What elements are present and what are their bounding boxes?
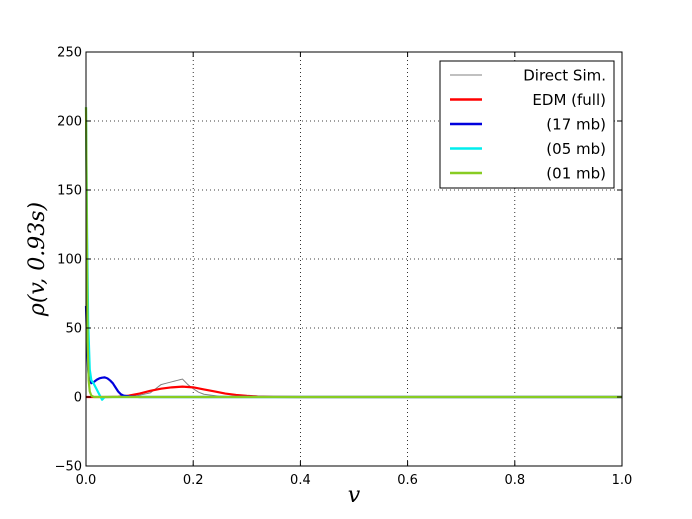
x-tick-label: 1.0 xyxy=(612,473,633,488)
series-group xyxy=(84,107,622,401)
x-tick-label: 0.4 xyxy=(290,473,311,488)
legend: Direct Sim. EDM (full) (17 mb) (05 mb) (01 m… xyxy=(439,60,615,189)
y-tick-label: −50 xyxy=(55,460,82,475)
y-tick-label: 100 xyxy=(57,253,82,268)
x-tick-label: 0.8 xyxy=(504,473,525,488)
legend-label: (05 mb) xyxy=(546,140,606,158)
legend-label: (01 mb) xyxy=(546,165,606,183)
y-tick-label: 250 xyxy=(57,46,82,61)
series-line-5 xyxy=(84,107,622,399)
y-tick-label: 150 xyxy=(57,184,82,199)
y-tick-label: 200 xyxy=(57,115,82,130)
x-tick-label: 0.0 xyxy=(76,473,97,488)
ticks: 0.0 0.2 0.4 0.6 0.8 1.0 −50 0 50 100 150 200 250 xyxy=(55,46,633,489)
x-axis-label: v xyxy=(348,483,361,508)
legend-label: EDM (full) xyxy=(532,91,606,109)
y-tick-label: 50 xyxy=(65,322,82,337)
y-axis-label: ρ(v, 0.93s) xyxy=(25,202,50,317)
legend-label: (17 mb) xyxy=(546,116,606,134)
y-tick-label: 0 xyxy=(74,391,82,406)
legend-label: Direct Sim. xyxy=(523,67,606,85)
x-tick-label: 0.6 xyxy=(397,473,418,488)
x-tick-label: 0.2 xyxy=(183,473,204,488)
